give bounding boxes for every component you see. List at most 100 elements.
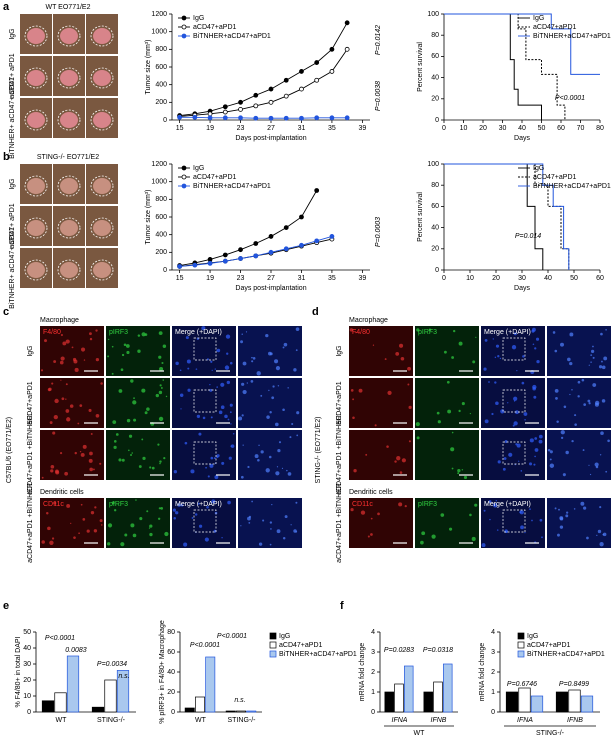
stain-dot <box>449 527 453 531</box>
stain-dot <box>99 519 103 523</box>
survival-curve <box>444 163 570 270</box>
stain-dot <box>139 517 143 521</box>
stain-dot <box>130 523 135 528</box>
micrograph <box>172 430 236 480</box>
marker <box>253 253 259 259</box>
micrograph <box>40 430 104 480</box>
x-tick-label: 0 <box>442 275 446 282</box>
y-axis-label: mRNA fold change <box>359 643 366 701</box>
tumor <box>27 70 45 86</box>
stain-dot <box>123 343 127 347</box>
stain-dot <box>90 510 95 515</box>
stain-dot <box>107 542 111 546</box>
stain-dot <box>531 329 535 333</box>
stain-dot <box>489 518 491 521</box>
x-tick-label: 0 <box>442 125 446 132</box>
stain-dot <box>83 359 86 361</box>
bar <box>104 679 117 713</box>
stain-dot <box>149 466 152 469</box>
tumor <box>60 220 78 236</box>
x-tick-label: 35 <box>328 275 336 282</box>
stain-dot <box>520 470 523 472</box>
stain-dot <box>408 440 411 443</box>
stain-dot <box>549 450 553 454</box>
y-tick-label: 60 <box>431 203 439 210</box>
stain-dot <box>216 350 218 352</box>
stain-dot <box>416 328 420 332</box>
tumor-outline <box>57 259 81 281</box>
stain-dot <box>216 348 221 353</box>
stain-dot <box>142 456 146 461</box>
stain-dot <box>451 356 455 359</box>
stain-dot <box>252 357 256 360</box>
micrograph <box>172 378 236 428</box>
stain-dot <box>159 384 162 387</box>
series-line <box>179 116 348 119</box>
x-tick-label: 23 <box>237 275 245 282</box>
stain-dot <box>80 347 86 352</box>
stain-dot <box>175 511 179 515</box>
x-tick-label: WT <box>195 717 207 724</box>
stain-dot <box>271 396 275 400</box>
tumor-outline <box>90 109 114 131</box>
stain-dot <box>549 458 552 461</box>
stain-dot <box>488 500 492 504</box>
stain-dot <box>240 340 244 344</box>
y-tick-label: 100 <box>427 11 439 18</box>
stain-dot <box>99 462 102 465</box>
stain-dot <box>141 332 146 337</box>
marker <box>238 256 243 261</box>
stain-dot <box>492 338 494 340</box>
micrograph <box>547 498 611 548</box>
stain-dot <box>214 368 216 370</box>
stain-dot <box>197 502 200 505</box>
stain-dot <box>607 439 610 443</box>
legend-label: BiTNHER+aCD47+aPD1 <box>193 183 271 190</box>
row-label: IgG <box>9 28 16 39</box>
stain-dot <box>577 395 580 398</box>
y-tick-label: 20 <box>23 677 31 684</box>
stain-dot <box>187 388 191 392</box>
stain-dot <box>100 524 103 526</box>
y-tick-label: 200 <box>155 249 167 256</box>
stain-dot <box>161 361 164 365</box>
micrograph <box>238 378 302 428</box>
marker <box>181 183 187 189</box>
marker <box>299 115 304 121</box>
y-tick-label: 400 <box>155 82 167 89</box>
stain-dot <box>131 452 133 454</box>
stain-dot <box>211 499 216 504</box>
annotation: P<0.0001 <box>190 642 220 649</box>
marker <box>238 107 243 112</box>
y-tick-label: 1000 <box>151 29 167 36</box>
stain-dot <box>495 500 498 502</box>
stain-dot <box>229 361 233 365</box>
stain-dot <box>157 517 161 520</box>
stain-dot <box>230 444 235 448</box>
stain-dot <box>563 405 567 409</box>
stain-dot <box>155 393 160 398</box>
bar <box>116 670 130 713</box>
row-label: IgG <box>336 345 343 356</box>
stain-dot <box>198 432 202 436</box>
micrograph <box>349 498 413 548</box>
row-label: aCD47+aPD1 +BiTNHER <box>27 415 34 495</box>
stain-dot <box>258 444 260 447</box>
stain-dot <box>349 328 354 332</box>
stain-dot <box>271 504 273 506</box>
row-label: BiTNHER+ aCD47+ aPD1 <box>9 77 16 159</box>
panel-letter: d <box>312 306 319 318</box>
stain-dot <box>198 524 203 528</box>
series-line <box>179 236 333 267</box>
x-axis-label: Days post-implantation <box>235 135 306 142</box>
column-header: pIRF3 <box>418 329 437 336</box>
y-tick-label: 0 <box>435 117 439 124</box>
stain-dot <box>173 516 177 520</box>
stain-dot <box>451 467 454 470</box>
y-tick-label: 40 <box>23 645 31 652</box>
stain-dot <box>420 540 424 545</box>
stain-dot <box>457 472 460 475</box>
stain-dot <box>100 382 103 385</box>
stain-dot <box>399 343 404 348</box>
stain-dot <box>209 463 214 468</box>
